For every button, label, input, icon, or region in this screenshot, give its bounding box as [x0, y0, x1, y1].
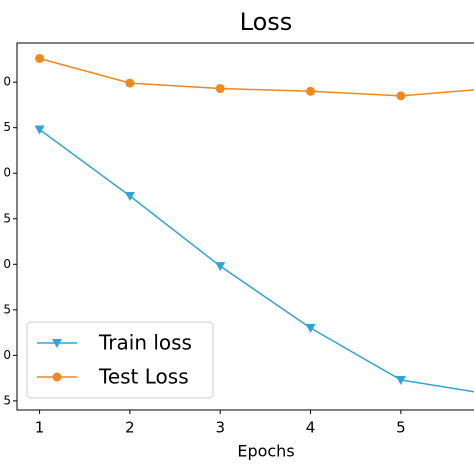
marker	[34, 125, 45, 135]
marker	[215, 84, 225, 94]
y-tick-label: 0	[3, 348, 11, 362]
y-tick-label: 5	[3, 120, 11, 134]
chart-title: Loss	[240, 8, 293, 36]
x-tick-label: 4	[306, 419, 316, 437]
marker	[52, 339, 62, 348]
y-tick-label: 0	[3, 75, 11, 89]
y-tick-label: 5	[3, 302, 11, 316]
x-tick-label: 5	[396, 419, 406, 437]
legend-box	[26, 321, 214, 399]
y-tick-label: 0	[3, 257, 11, 271]
series-line	[39, 57, 474, 97]
marker	[35, 53, 45, 63]
marker	[305, 324, 316, 334]
legend-label: Test Loss	[98, 365, 189, 389]
marker	[125, 78, 135, 88]
x-tick-label: 3	[215, 419, 225, 437]
series-line	[39, 128, 474, 393]
marker	[395, 375, 406, 385]
marker	[215, 262, 226, 272]
x-axis-label: Epochs	[237, 442, 294, 461]
y-tick-label: 5	[3, 393, 11, 407]
x-tick-label: 2	[125, 419, 135, 437]
plot-area	[34, 53, 474, 393]
marker	[396, 91, 406, 101]
legend-label: Train loss	[98, 331, 192, 355]
axes-frame	[16, 42, 474, 411]
y-tick-label: 0	[3, 166, 11, 180]
y-tick-label: 5	[3, 211, 11, 225]
marker	[124, 191, 135, 201]
x-tick-label: 1	[35, 419, 45, 437]
marker	[306, 86, 316, 96]
marker	[52, 372, 62, 382]
